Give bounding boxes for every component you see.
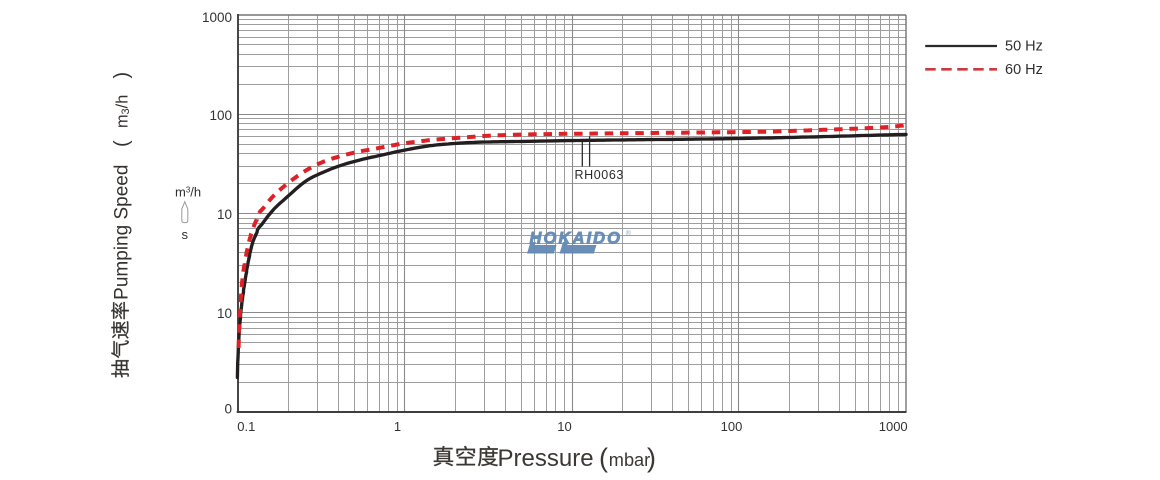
svg-text:Pumping Speed: Pumping Speed <box>111 165 132 300</box>
svg-text:HOKAIDO: HOKAIDO <box>530 230 623 248</box>
svg-text:1000: 1000 <box>879 419 908 434</box>
svg-text:®: ® <box>626 229 632 237</box>
svg-text:RH0063: RH0063 <box>575 168 624 182</box>
svg-text:(: ( <box>111 140 133 147</box>
svg-text:10: 10 <box>217 306 232 321</box>
svg-text:0.1: 0.1 <box>237 419 255 434</box>
svg-text:mbar: mbar <box>609 450 650 470</box>
svg-text:100: 100 <box>209 108 232 123</box>
svg-text:0: 0 <box>224 402 232 417</box>
svg-text:10: 10 <box>557 419 571 434</box>
svg-text:1: 1 <box>394 419 401 434</box>
svg-text:): ) <box>111 72 133 79</box>
svg-text:Pressure: Pressure <box>498 445 594 472</box>
svg-text:100: 100 <box>721 419 743 434</box>
svg-text:60 Hz: 60 Hz <box>1005 62 1043 78</box>
svg-text:10: 10 <box>217 207 232 222</box>
svg-text:m3/h: m3/h <box>175 185 201 200</box>
svg-text:50 Hz: 50 Hz <box>1005 39 1043 55</box>
svg-text:m3/h: m3/h <box>113 95 132 128</box>
svg-text:): ) <box>647 443 656 473</box>
svg-text:1000: 1000 <box>202 10 232 25</box>
svg-text:(: ( <box>599 443 608 473</box>
svg-text:s: s <box>182 227 189 242</box>
